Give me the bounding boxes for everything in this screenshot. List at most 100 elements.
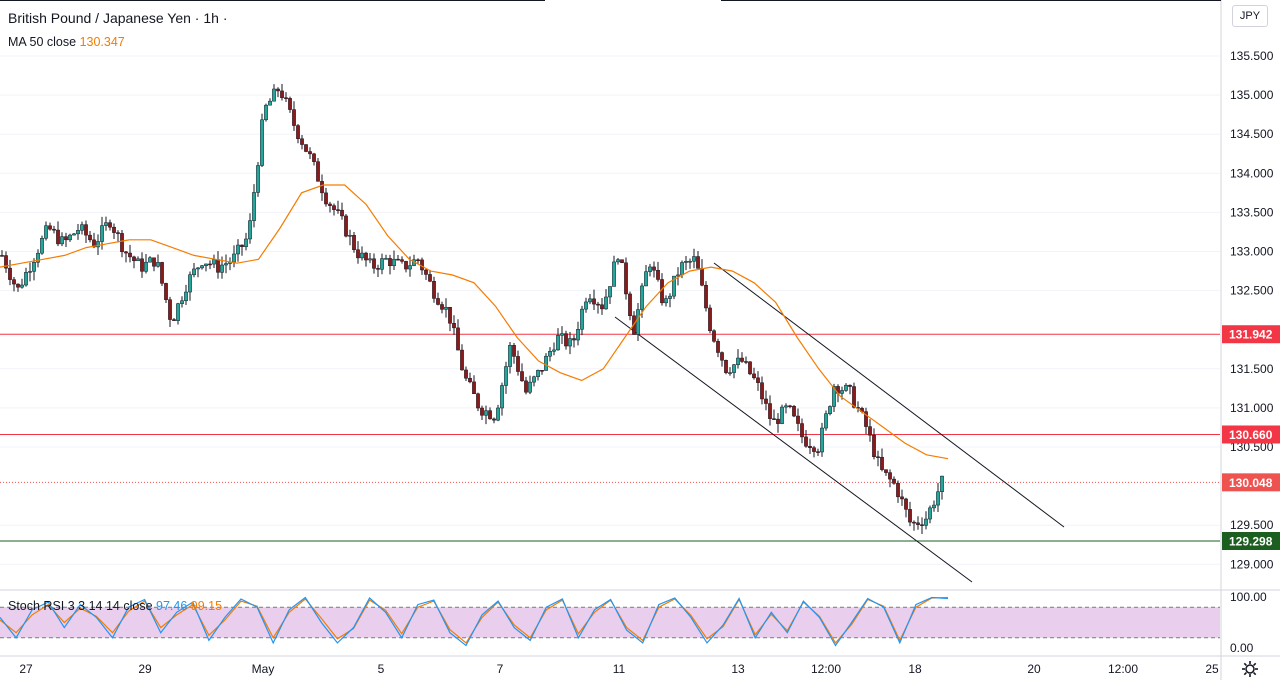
candle-down	[888, 472, 892, 480]
candle-down	[864, 411, 868, 427]
candle-down	[792, 406, 796, 417]
candle-up	[648, 266, 652, 272]
candle-up	[44, 225, 48, 239]
candle-down	[428, 274, 432, 282]
candle-up	[76, 230, 80, 235]
price-level-tags: 131.942 130.660 130.048 129.298	[1222, 325, 1280, 550]
candle-up	[664, 298, 668, 304]
candle-up	[636, 309, 640, 335]
candle-up	[260, 119, 264, 166]
channel-lower-line[interactable]	[614, 316, 973, 583]
candle-up	[688, 260, 692, 263]
candle-up	[100, 225, 104, 242]
candle-down	[520, 371, 524, 382]
candle-up	[680, 262, 684, 276]
candle-up	[36, 252, 40, 263]
candle-up	[224, 263, 228, 266]
candle-up	[544, 355, 548, 371]
candle-up	[180, 300, 184, 304]
candle-down	[216, 259, 220, 273]
candle-down	[804, 436, 808, 447]
candle-up	[676, 274, 680, 277]
level-tag-label: 130.660	[1229, 428, 1273, 442]
candle-up	[924, 518, 928, 526]
time-axis-label: 11	[613, 662, 626, 676]
candle-down	[620, 259, 624, 264]
candle-down	[880, 456, 884, 470]
stoch-band	[0, 607, 1220, 638]
candle-down	[872, 434, 876, 458]
candle-down	[772, 418, 776, 420]
price-tick-label: 130.500	[1230, 440, 1274, 454]
candle-down	[628, 293, 632, 317]
candle-down	[288, 98, 292, 110]
candle-down	[764, 398, 768, 404]
candle-up	[484, 410, 488, 416]
candle-up	[80, 224, 84, 231]
candle-up	[548, 351, 552, 357]
stoch-label[interactable]: Stoch RSI 3 3 14 14 close	[8, 599, 153, 613]
settings-gear-icon[interactable]	[1240, 659, 1260, 679]
candlestick-series	[0, 83, 944, 535]
candle-down	[84, 224, 88, 236]
level-tag	[1222, 531, 1280, 550]
candle-up	[556, 335, 560, 351]
candle-up	[576, 329, 580, 341]
symbol-legend: British Pound / Japanese Yen · 1h ·	[8, 10, 227, 26]
candle-up	[500, 385, 504, 409]
candle-down	[172, 319, 176, 321]
candle-up	[268, 100, 272, 106]
level-tag	[1222, 425, 1280, 444]
candle-down	[720, 352, 724, 361]
stoch-k-value: 97.46	[156, 599, 188, 613]
candle-up	[32, 262, 36, 272]
candle-up	[832, 386, 836, 407]
candle-down	[276, 88, 280, 92]
candle-down	[440, 304, 444, 310]
candle-down	[708, 307, 712, 332]
candle-down	[492, 418, 496, 421]
price-tick-label: 133.000	[1230, 245, 1274, 259]
candle-up	[692, 256, 696, 262]
time-axis-label: 20	[1027, 662, 1041, 676]
candle-down	[868, 426, 872, 436]
time-axis-labels: 27 29 May 5 7 11 13 12:00 18 20 12:00 25	[19, 662, 1219, 676]
candle-down	[696, 256, 700, 269]
candle-down	[904, 498, 908, 510]
candle-down	[448, 307, 452, 324]
candle-down	[132, 256, 136, 262]
candle-down	[652, 266, 656, 271]
candle-down	[920, 524, 924, 526]
candle-down	[740, 357, 744, 362]
symbol-title[interactable]: British Pound / Japanese Yen · 1h ·	[8, 10, 228, 26]
time-axis-label: 7	[497, 662, 504, 676]
candle-up	[20, 284, 24, 288]
candle-down	[452, 323, 456, 329]
chart-grid	[0, 55, 1220, 565]
candle-down	[760, 382, 764, 400]
candle-down	[56, 229, 60, 245]
candle-down	[128, 252, 132, 258]
price-tick-label: 135.500	[1230, 49, 1274, 63]
candle-down	[416, 259, 420, 262]
candle-down	[768, 403, 772, 419]
price-tick-label: 135.000	[1230, 88, 1274, 102]
ma-label[interactable]: MA 50 close	[8, 35, 77, 49]
candle-down	[756, 377, 760, 383]
price-tick-label: 134.000	[1230, 166, 1274, 180]
candle-up	[444, 307, 448, 310]
candle-up	[60, 236, 64, 245]
candle-up	[72, 233, 76, 236]
candle-down	[208, 263, 212, 266]
candle-up	[640, 285, 644, 310]
candle-up	[200, 265, 204, 269]
candle-up	[536, 370, 540, 378]
candle-up	[684, 260, 688, 263]
level-tag-label: 131.942	[1229, 328, 1273, 342]
channel-upper-line[interactable]	[713, 262, 1065, 528]
candle-up	[496, 407, 500, 421]
currency-button[interactable]: JPY	[1232, 5, 1268, 27]
candle-up	[508, 345, 512, 367]
